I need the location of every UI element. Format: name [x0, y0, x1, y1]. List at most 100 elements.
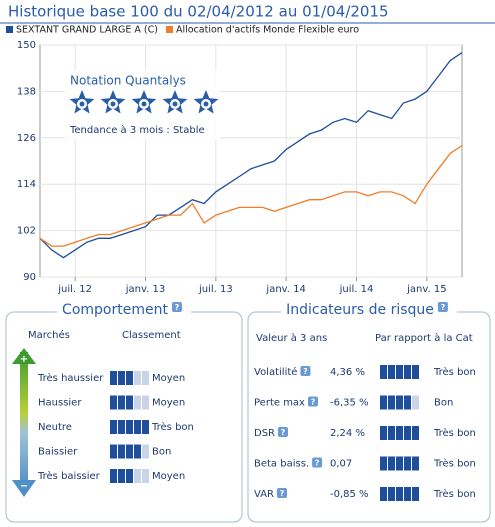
score-box: [388, 456, 395, 471]
score-box: [142, 469, 149, 483]
score-box: [380, 365, 387, 379]
gauge-arrow-up: [12, 348, 36, 364]
help-icon: [307, 396, 318, 407]
score-box: [110, 371, 117, 385]
score-box: [134, 469, 141, 483]
x-tick-label: juil. 13: [198, 284, 233, 295]
series-line: [39, 52, 463, 259]
help-icon-mark: ?: [175, 303, 180, 312]
score-box: [142, 420, 149, 434]
score-box: [412, 487, 419, 501]
rating-trend: Tendance à 3 mois : Stable: [69, 124, 205, 136]
rank-label: Moyen: [152, 471, 185, 482]
help-icon: [277, 488, 287, 498]
score-box: [134, 395, 141, 410]
gauge-arrow-down: [12, 480, 36, 497]
gauge-top: +: [20, 354, 28, 365]
y-tick-label: 150: [17, 40, 36, 51]
score-box: [396, 487, 403, 501]
panel-title-bg: [57, 300, 191, 320]
score-box: [412, 395, 419, 410]
score-gauge: [110, 420, 149, 434]
score-gauge: [110, 395, 149, 410]
score-box: [126, 444, 133, 459]
score-gauge: [380, 487, 419, 501]
market-label: Haussier: [38, 398, 82, 409]
gauge-bottom: −: [20, 481, 28, 492]
score-box: [396, 395, 403, 410]
score-box: [412, 456, 419, 471]
score-box: [388, 365, 395, 379]
panel-title: Comportement: [62, 302, 168, 318]
risk-label: Perte max: [254, 398, 305, 409]
legend-label: SEXTANT GRAND LARGE A (C): [16, 25, 158, 36]
help-icon-mark: ?: [441, 303, 446, 312]
market-label: Neutre: [38, 422, 72, 433]
rank-label: Bon: [152, 447, 171, 458]
score-box: [134, 444, 141, 459]
score-box: [110, 469, 117, 483]
star-dot: [141, 101, 147, 107]
rank-label: Bon: [434, 398, 453, 409]
score-box: [126, 420, 133, 434]
x-tick-label: juil. 14: [339, 284, 374, 295]
risk-value: -0,85 %: [330, 489, 369, 500]
help-icon-mark: ?: [311, 398, 316, 407]
score-box: [396, 426, 403, 440]
panel-title-bg: [281, 300, 457, 320]
legend-swatch: [6, 26, 13, 33]
score-box: [110, 444, 117, 459]
score-gauge: [380, 365, 419, 379]
star-dot: [110, 101, 116, 107]
risk-value: 0,07: [330, 459, 352, 470]
rank-label: Moyen: [152, 398, 185, 409]
star-dot: [203, 101, 209, 107]
rank-label: Très bon: [433, 366, 476, 378]
score-box: [118, 371, 125, 385]
score-box: [126, 395, 133, 410]
risk-value: 4,36 %: [330, 367, 365, 378]
score-gauge: [380, 395, 419, 410]
score-box: [134, 420, 141, 434]
score-box: [396, 456, 403, 471]
rating-title: Notation Quantalys: [70, 74, 186, 88]
help-icon: [278, 427, 288, 437]
column-header: Par rapport à la Cat: [375, 332, 473, 344]
score-box: [380, 426, 387, 440]
score-gauge: [380, 426, 419, 440]
chart-title: Historique base 100 du 02/04/2012 au 01/…: [8, 3, 389, 21]
behaviour-panel: [5, 311, 243, 523]
market-label: Très haussier: [37, 372, 104, 384]
score-box: [404, 365, 411, 379]
series-line: [39, 144, 463, 247]
score-box: [118, 420, 125, 434]
score-box: [118, 395, 125, 410]
score-gauge: [380, 456, 419, 471]
score-box: [118, 469, 125, 483]
score-gauge: [110, 371, 149, 385]
risk-label: DSR: [254, 428, 275, 439]
score-gauge: [110, 444, 149, 459]
score-box: [110, 420, 117, 434]
score-box: [118, 444, 125, 459]
y-tick-label: 114: [17, 179, 36, 190]
score-box: [388, 487, 395, 501]
legend-swatch: [165, 26, 173, 33]
help-icon: [171, 302, 182, 312]
x-tick-label: janv. 15: [406, 284, 446, 295]
score-box: [388, 426, 395, 440]
score-box: [396, 365, 403, 379]
star-dot: [172, 101, 178, 107]
score-box: [126, 371, 133, 385]
help-icon-mark: ?: [315, 459, 320, 468]
score-box: [404, 426, 411, 440]
y-tick-label: 138: [17, 86, 36, 97]
y-tick-label: 102: [17, 226, 36, 237]
score-box: [380, 456, 387, 471]
score-box: [404, 395, 411, 410]
column-header: Classement: [122, 330, 181, 341]
risk-value: -6,35 %: [330, 398, 369, 409]
rank-label: Très bon: [433, 458, 476, 470]
legend-label: Allocation d'actifs Monde Flexible euro: [176, 25, 359, 36]
x-tick-label: janv. 14: [265, 284, 305, 295]
